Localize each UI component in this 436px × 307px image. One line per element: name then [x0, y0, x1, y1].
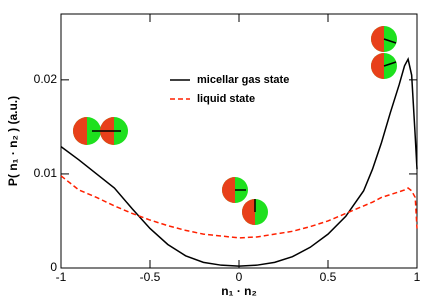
- arrow: [383, 38, 397, 44]
- y-tick-label: 0: [50, 260, 57, 274]
- y-tick-label: 0.02: [34, 72, 58, 86]
- arrow: [383, 61, 397, 67]
- x-tick-label: 1: [414, 270, 421, 284]
- x-tick-label: 0: [236, 270, 243, 284]
- y-axis-label: P( n₁ · n₂ ) (a.u.): [6, 96, 20, 186]
- series-line: [60, 175, 418, 239]
- legend-label: micellar gas state: [197, 74, 289, 86]
- x-axis-label: n₁ · n₂: [221, 284, 257, 298]
- x-tick-label: 0.5: [320, 270, 337, 284]
- legend-label: liquid state: [197, 93, 255, 105]
- series-line: [60, 57, 418, 267]
- x-tick-label: -0.5: [140, 270, 161, 284]
- molecule-antiparallel: [73, 117, 101, 145]
- x-tick-label: -1: [56, 270, 67, 284]
- y-tick-label: 0.01: [34, 166, 58, 180]
